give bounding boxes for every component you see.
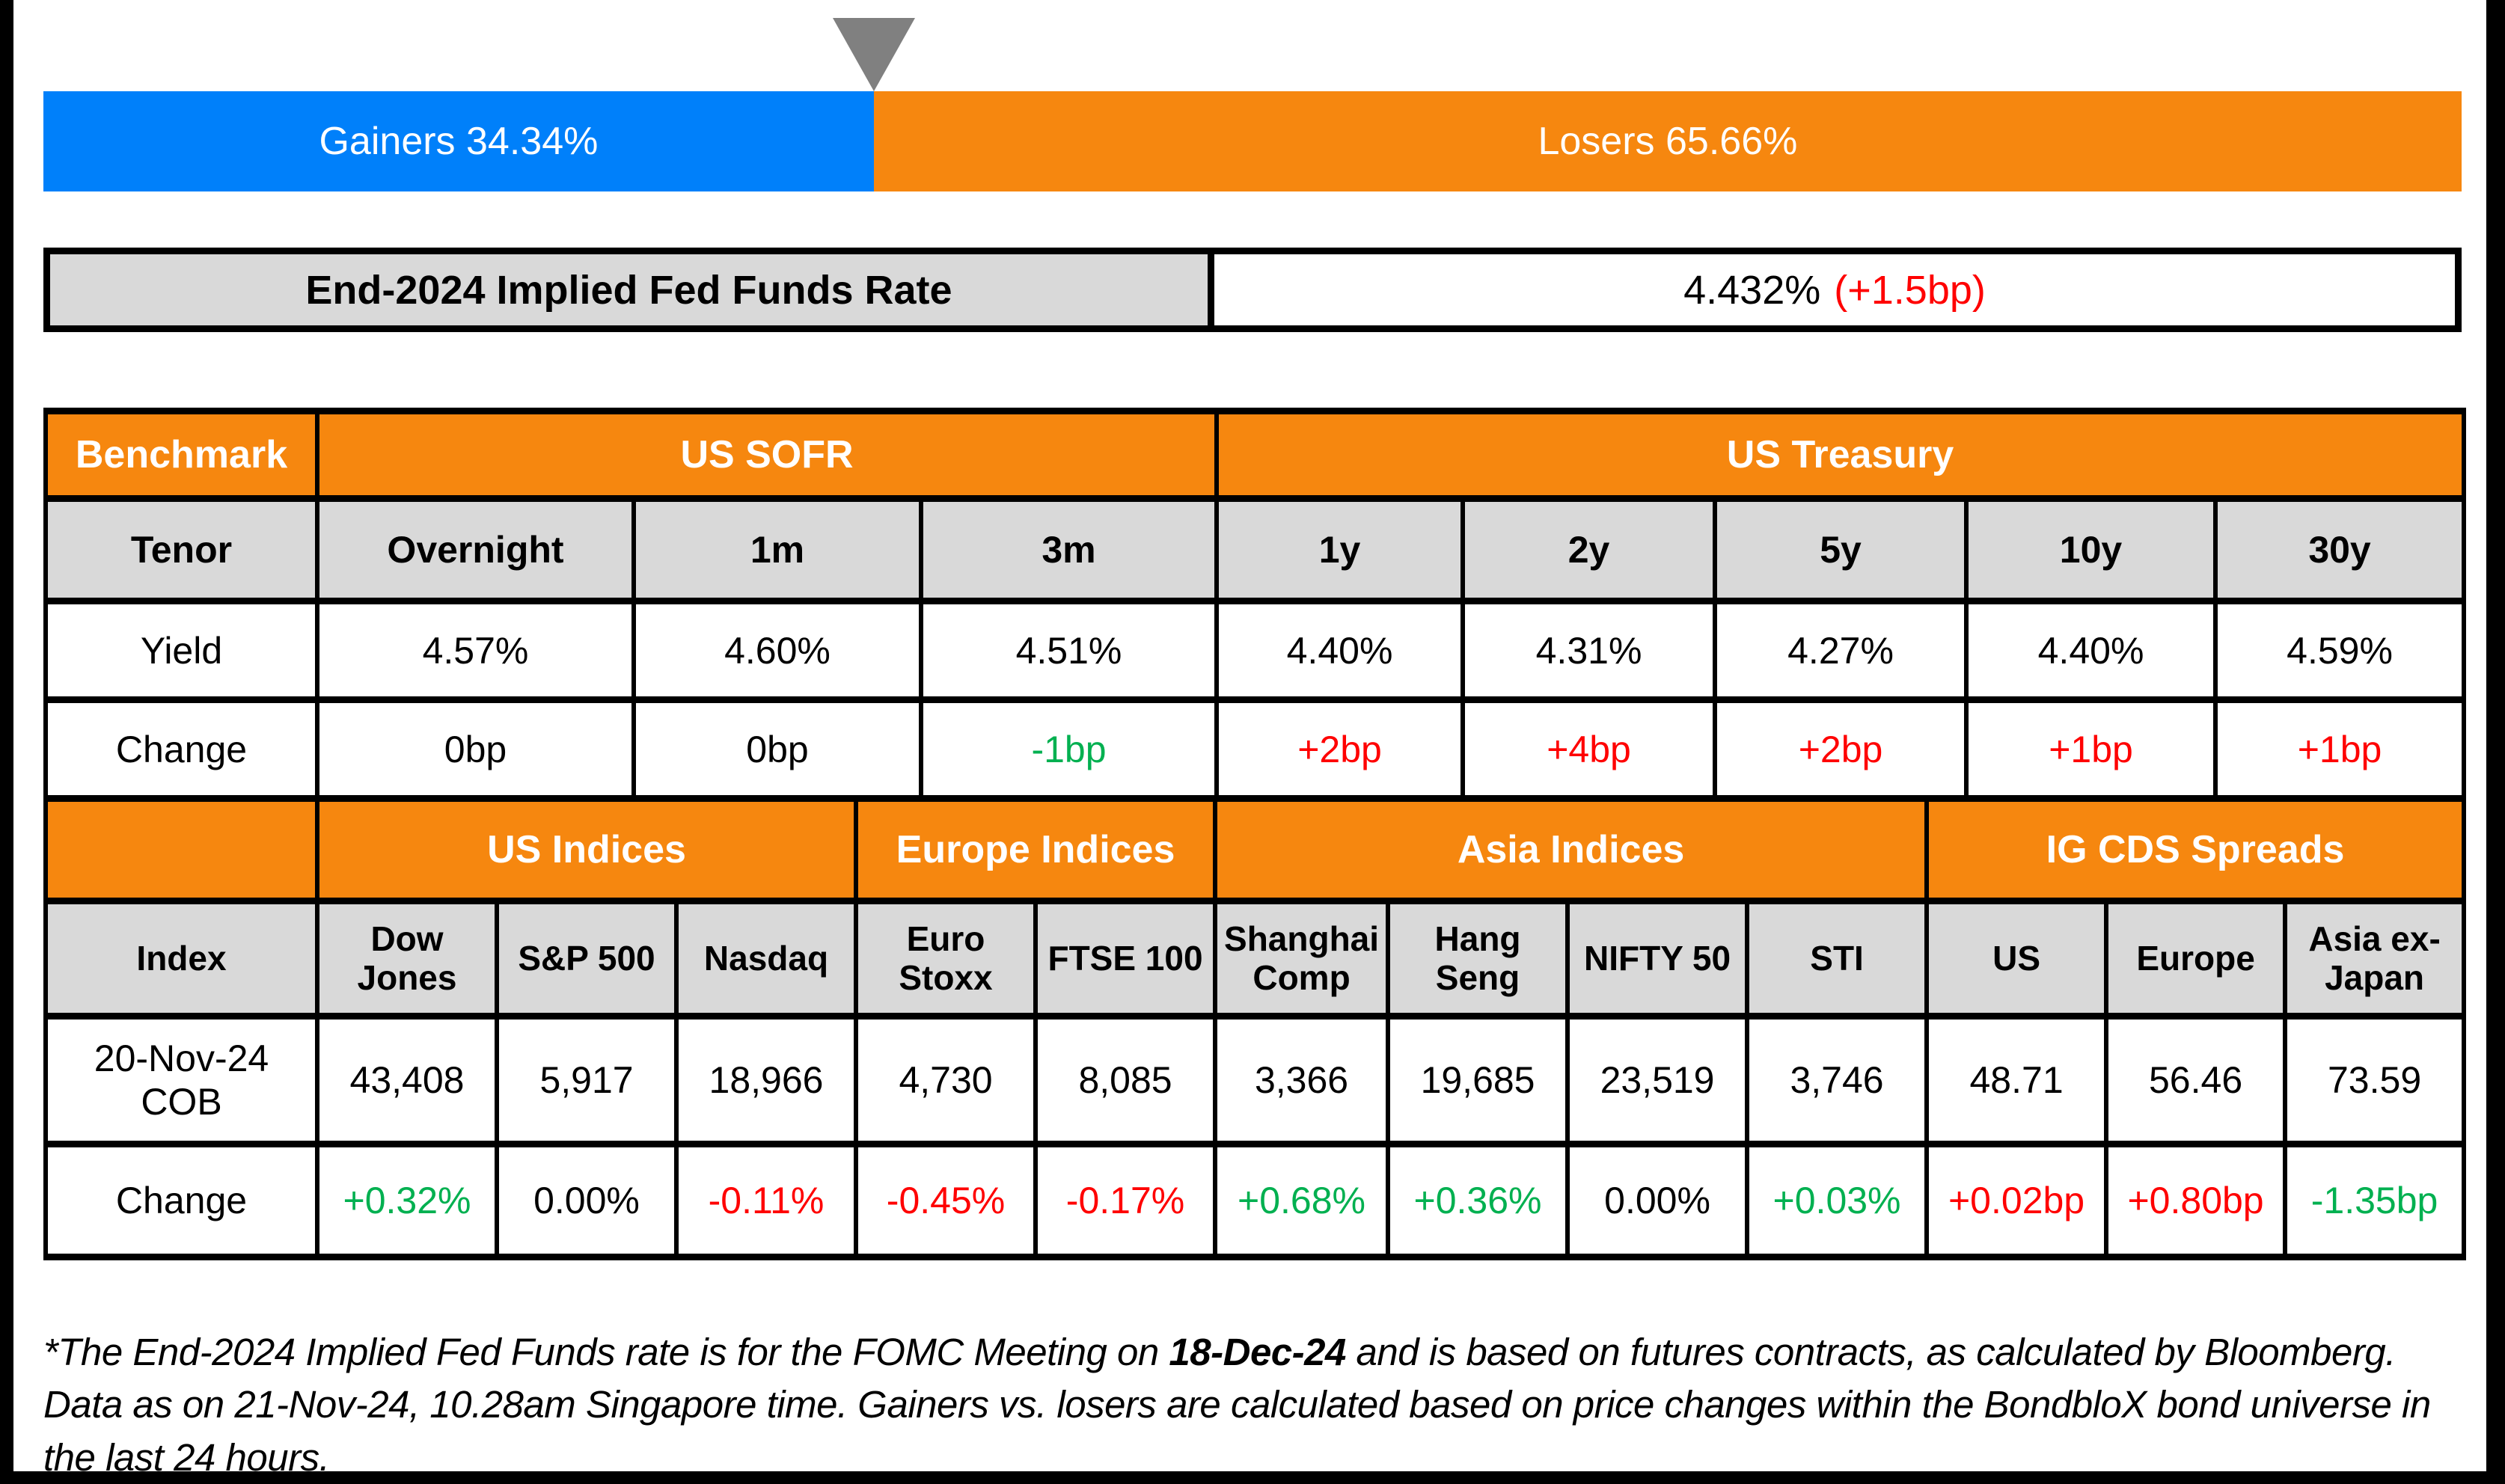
index-value-cell: 73.59	[2283, 1013, 2467, 1147]
index-value-cell: 8,085	[1033, 1013, 1218, 1147]
index-change-cell: -1.35bp	[2283, 1141, 2467, 1260]
row-label-change: Change	[43, 1141, 319, 1260]
yield-value-cell: 4.31%	[1461, 598, 1718, 703]
index-change-cell: +0.80bp	[2104, 1141, 2288, 1260]
tenor-header-cell: 5y	[1713, 495, 1969, 604]
index-change-cell: 0.00%	[495, 1141, 679, 1260]
yield-value-cell: 4.60%	[631, 598, 923, 703]
index-value-cell: 23,519	[1565, 1013, 1750, 1147]
yield-value-cell: 4.51%	[918, 598, 1220, 703]
yield-value-cell: 4.57%	[315, 598, 636, 703]
right-edge-bar	[2486, 0, 2505, 1484]
index-header-cell: Europe	[2104, 898, 2288, 1020]
footnote-part2: and is based on futures contracts, as ca…	[43, 1331, 2431, 1479]
index-change-cell: +0.68%	[1213, 1141, 1391, 1260]
index-header-cell: Nasdaq	[673, 898, 859, 1020]
index-value-cell: 5,917	[495, 1013, 679, 1147]
bottom-edge-bar	[0, 1471, 2505, 1484]
tenor-header-cell: 3m	[918, 495, 1220, 604]
yield-value-cell: 4.40%	[1214, 598, 1466, 703]
index-change-cell: +0.03%	[1745, 1141, 1930, 1260]
footnote-bold-date: 18-Dec-24	[1169, 1331, 1346, 1373]
index-header-cell: Euro Stoxx	[854, 898, 1039, 1020]
fed-funds-value-cell: 4.432% (+1.5bp)	[1214, 248, 2462, 332]
fed-funds-label: End-2024 Implied Fed Funds Rate	[43, 248, 1214, 332]
tenor-header-cell: 30y	[2213, 495, 2467, 604]
index-change-cell: +0.32%	[315, 1141, 499, 1260]
index-value-cell: 4,730	[854, 1013, 1039, 1147]
losers-label: Losers 65.66%	[1538, 120, 1798, 163]
index-header-cell: Hang Seng	[1386, 898, 1570, 1020]
benchmark-table: Benchmark US SOFR US Treasury Tenor Over…	[43, 408, 2467, 802]
gainers-segment: Gainers 34.34%	[43, 91, 874, 191]
index-value-cell: 3,746	[1745, 1013, 1930, 1147]
benchmark-corner-header: Benchmark	[43, 408, 319, 502]
index-value-cell: 43,408	[315, 1013, 499, 1147]
yield-value-cell: 4.59%	[2213, 598, 2467, 703]
index-header-cell: S&P 500	[495, 898, 679, 1020]
index-change-cell: -0.11%	[673, 1141, 859, 1260]
index-header-cell: US	[1924, 898, 2109, 1020]
index-value-cell: 56.46	[2104, 1013, 2288, 1147]
index-value-cell: 18,966	[673, 1013, 859, 1147]
indices-table: US Indices Europe Indices Asia Indices I…	[43, 795, 2467, 1260]
gainers-losers-bar: Gainers 34.34% Losers 65.66%	[43, 91, 2462, 191]
index-change-cell: 0.00%	[1565, 1141, 1750, 1260]
group-header-asia-indices: Asia Indices	[1213, 795, 1930, 904]
tenor-header-cell: 1m	[631, 495, 923, 604]
group-header-europe-indices: Europe Indices	[854, 795, 1218, 904]
footnote-part1: *The End-2024 Implied Fed Funds rate is …	[43, 1331, 1169, 1373]
change-value-cell: +2bp	[1713, 696, 1969, 802]
footnote-text: *The End-2024 Implied Fed Funds rate is …	[43, 1326, 2468, 1484]
left-edge-bar	[0, 0, 13, 1484]
index-header-cell: Shanghai Comp	[1213, 898, 1391, 1020]
group-header-us-sofr: US SOFR	[314, 408, 1220, 502]
group-header-us-indices: US Indices	[314, 795, 859, 904]
index-change-cell: +0.02bp	[1924, 1141, 2109, 1260]
fed-funds-rate: 4.432%	[1683, 267, 1821, 313]
tenor-header-cell: 2y	[1461, 495, 1718, 604]
fed-funds-change: (+1.5bp)	[1834, 267, 1986, 313]
index-value-cell: 19,685	[1386, 1013, 1570, 1147]
change-value-cell: 0bp	[631, 696, 923, 802]
index-change-cell: -0.45%	[854, 1141, 1039, 1260]
index-header-cell: STI	[1745, 898, 1930, 1020]
yield-value-cell: 4.40%	[1964, 598, 2218, 703]
change-value-cell: -1bp	[918, 696, 1220, 802]
tenor-header-cell: 10y	[1964, 495, 2218, 604]
row-label-cob: 20-Nov-24 COB	[43, 1013, 319, 1147]
index-header-cell: FTSE 100	[1033, 898, 1218, 1020]
change-value-cell: +1bp	[1964, 696, 2218, 802]
index-value-cell: 3,366	[1213, 1013, 1391, 1147]
losers-segment: Losers 65.66%	[873, 91, 2462, 191]
row-label-index: Index	[43, 898, 319, 1020]
row-label-tenor: Tenor	[43, 495, 319, 604]
indices-corner-header	[43, 795, 319, 904]
group-header-us-treasury: US Treasury	[1214, 408, 2467, 502]
change-value-cell: +4bp	[1461, 696, 1718, 802]
index-header-cell: Dow Jones	[315, 898, 499, 1020]
row-label-yield: Yield	[43, 598, 319, 703]
yield-value-cell: 4.27%	[1713, 598, 1969, 703]
index-header-cell: Asia ex-Japan	[2283, 898, 2467, 1020]
tenor-header-cell: Overnight	[315, 495, 636, 604]
row-label-change: Change	[43, 696, 319, 802]
index-value-cell: 48.71	[1924, 1013, 2109, 1147]
index-header-cell: NIFTY 50	[1565, 898, 1750, 1020]
split-pointer-triangle-icon	[833, 18, 915, 91]
data-tables: Benchmark US SOFR US Treasury Tenor Over…	[43, 408, 2467, 1260]
index-change-cell: +0.36%	[1386, 1141, 1570, 1260]
fed-funds-strip: End-2024 Implied Fed Funds Rate 4.432% (…	[43, 248, 2462, 332]
change-value-cell: 0bp	[315, 696, 636, 802]
change-value-cell: +2bp	[1214, 696, 1466, 802]
tenor-header-cell: 1y	[1214, 495, 1466, 604]
gainers-label: Gainers 34.34%	[319, 120, 599, 163]
index-change-cell: -0.17%	[1033, 1141, 1218, 1260]
change-value-cell: +1bp	[2213, 696, 2467, 802]
group-header-ig-cds-spreads: IG CDS Spreads	[1924, 795, 2467, 904]
